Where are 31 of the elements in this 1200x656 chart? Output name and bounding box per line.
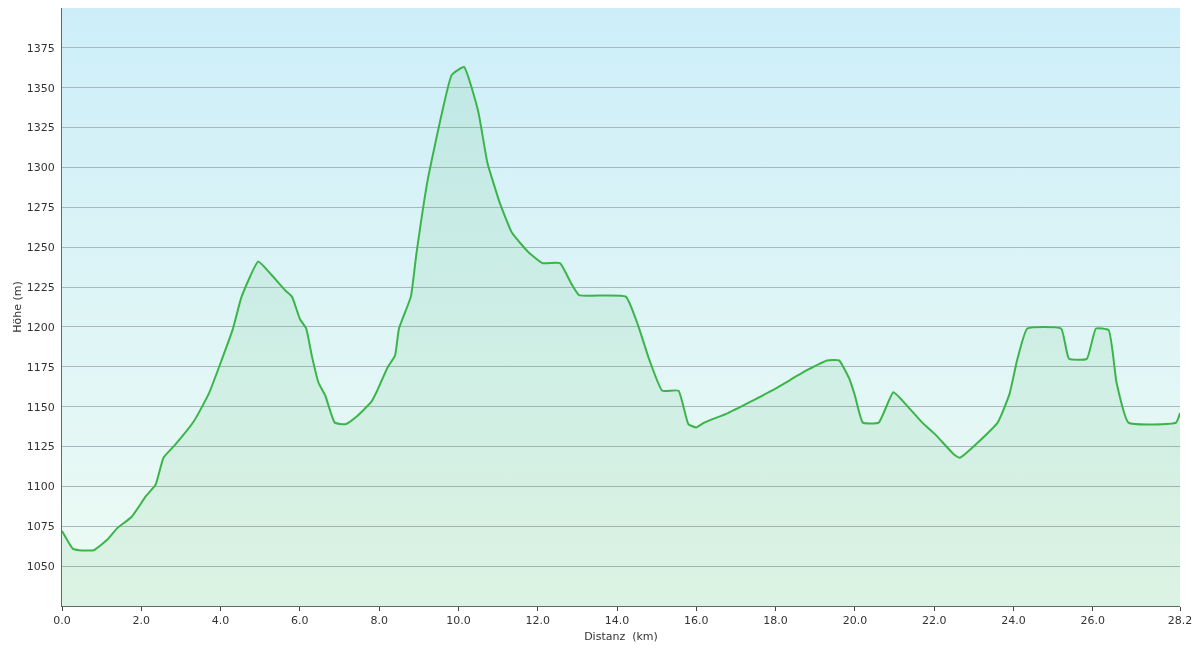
x-tick-label: 26.0 [1080, 614, 1106, 628]
x-tick-label: 2.0 [132, 614, 151, 628]
x-tick-label: 0.0 [53, 614, 71, 628]
y-axis-title: Höhe (m) [11, 281, 25, 333]
x-tick-label: 18.0 [763, 614, 788, 628]
y-tick-label: 1375 [26, 41, 55, 55]
x-tick-label: 12.0 [525, 614, 550, 628]
y-tick-label: 1200 [26, 320, 55, 334]
y-tick-label: 1250 [26, 241, 55, 255]
x-tick-label: 24.0 [1001, 614, 1026, 628]
x-tick-label: 16.0 [684, 614, 709, 628]
x-tick-label: 14.0 [604, 614, 630, 628]
y-tick-label: 1325 [26, 121, 55, 135]
y-tick-label: 1100 [26, 480, 55, 494]
y-tick-label: 1150 [26, 400, 55, 414]
y-tick-label: 1275 [26, 201, 55, 215]
y-tick-label: 1225 [26, 280, 55, 294]
x-tick-label: 28.2 [1167, 614, 1193, 628]
x-axis-title: Distanz (km) [584, 630, 658, 644]
x-tick-label: 8.0 [370, 614, 388, 628]
y-tick-label: 1050 [26, 559, 55, 573]
x-tick-label: 20.0 [842, 614, 868, 628]
x-tick-label: 10.0 [446, 614, 471, 628]
y-tick-label: 1075 [26, 520, 55, 534]
x-tick-label: 6.0 [291, 614, 309, 628]
x-tick-label: 4.0 [211, 614, 230, 628]
y-tick-label: 1350 [26, 81, 55, 95]
y-tick-label: 1175 [26, 360, 55, 374]
y-tick-label: 1300 [26, 161, 55, 175]
y-tick-label: 1125 [26, 440, 55, 454]
x-tick-label: 22.0 [921, 614, 947, 628]
